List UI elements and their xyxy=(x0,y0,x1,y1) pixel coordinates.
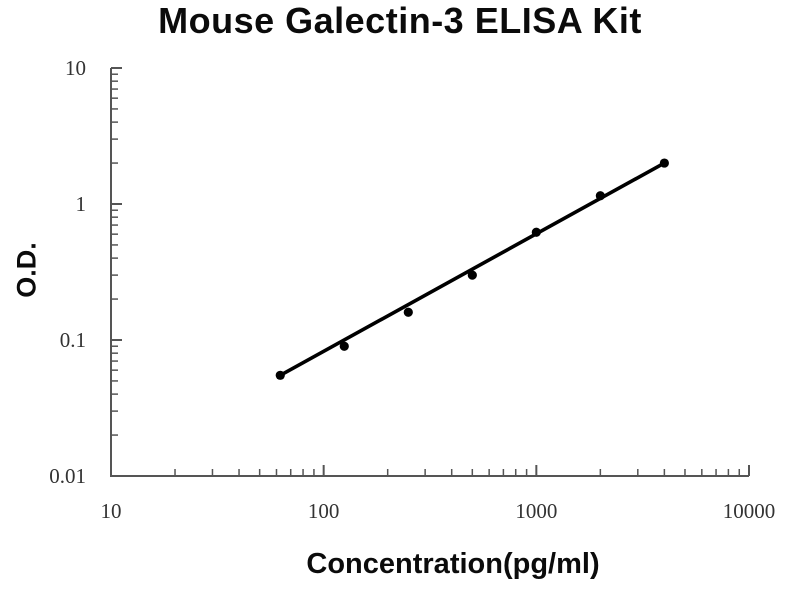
data-point xyxy=(659,158,669,168)
x-tick-label: 10000 xyxy=(723,499,776,523)
axis-lines xyxy=(110,68,749,477)
data-point xyxy=(531,227,541,237)
data-point xyxy=(275,370,285,380)
data-point xyxy=(403,307,413,317)
x-tick-label: 10 xyxy=(101,499,122,523)
data-point xyxy=(595,191,605,201)
y-tick-label: 0.1 xyxy=(60,328,86,352)
x-axis-title: Concentration(pg/ml) xyxy=(306,548,600,580)
y-tick-label: 0.01 xyxy=(49,464,86,488)
y-tick-label: 1 xyxy=(76,192,87,216)
x-tick-label: 1000 xyxy=(515,499,557,523)
x-tick-label: 100 xyxy=(308,499,340,523)
data-point xyxy=(467,270,477,280)
data-point xyxy=(339,341,349,351)
chart-title: Mouse Galectin-3 ELISA Kit xyxy=(158,0,642,41)
standard-curve-line xyxy=(278,161,667,378)
y-tick-label: 10 xyxy=(65,56,86,80)
